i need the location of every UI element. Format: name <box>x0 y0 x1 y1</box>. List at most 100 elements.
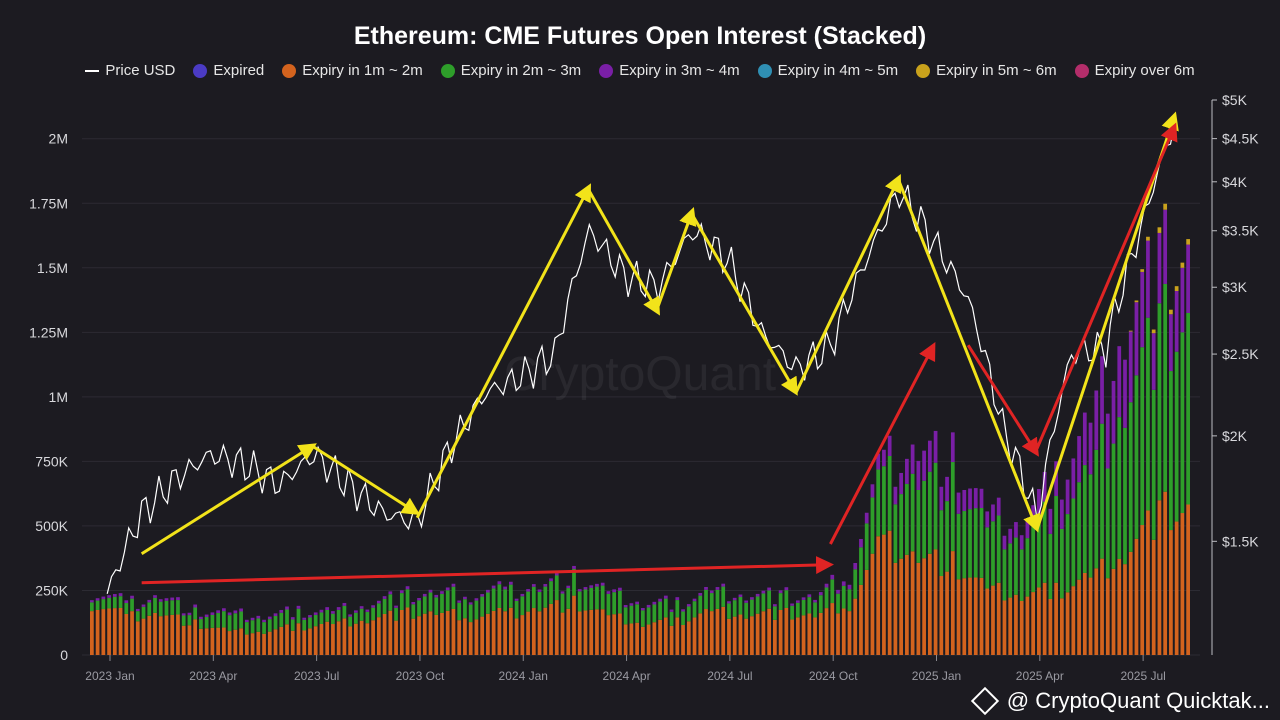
bar-segment <box>1186 244 1190 313</box>
bar-segment <box>112 594 117 597</box>
bar-segment <box>732 597 737 601</box>
bar-segment <box>595 586 599 610</box>
bar-segment <box>1014 537 1018 595</box>
bar-segment <box>388 594 393 611</box>
annotation-arrow-4 <box>656 206 697 307</box>
bar-segment <box>543 607 548 655</box>
bar-segment <box>1134 375 1139 539</box>
bar-segment <box>394 607 398 621</box>
bar-segment <box>778 609 783 655</box>
bar-segment <box>290 617 295 620</box>
legend-item-expired[interactable]: Expired <box>193 62 264 79</box>
bar-segment <box>354 610 358 613</box>
bar-segment <box>422 596 427 614</box>
bar-segment <box>222 608 226 612</box>
bar-segment <box>1008 528 1013 544</box>
bar-segment <box>480 596 485 617</box>
bar-segment <box>342 605 347 619</box>
bar-segment <box>520 596 525 616</box>
bar-segment <box>95 598 100 601</box>
bar-segment <box>187 615 192 626</box>
bar-segment <box>572 565 576 569</box>
bar-segment <box>445 610 450 655</box>
bar-segment <box>927 440 932 472</box>
bar-segment <box>1163 283 1168 492</box>
bar-segment <box>732 600 737 617</box>
legend-item-over-6m[interactable]: Expiry over 6m <box>1074 62 1195 79</box>
bar-segment <box>560 593 565 613</box>
bar-segment <box>141 604 146 607</box>
bar-segment <box>227 615 232 632</box>
bar-segment <box>910 444 915 474</box>
bar-segment <box>147 599 152 603</box>
bar-segment <box>405 607 410 655</box>
bar-segment <box>859 538 863 548</box>
bar-segment <box>319 623 324 655</box>
bar-segment <box>600 609 605 655</box>
bar-segment <box>818 595 823 613</box>
bar-segment <box>302 630 307 655</box>
y-left-tick-label: 1.25M <box>29 324 68 340</box>
bar-segment <box>405 586 410 590</box>
bar-segment <box>968 577 972 655</box>
bar-segment <box>1180 262 1185 268</box>
bar-segment <box>600 585 605 610</box>
bar-segment <box>681 611 685 626</box>
bar-segment <box>267 619 272 632</box>
legend-item-1m-2m[interactable]: Expiry in 1m ~ 2m <box>282 62 423 79</box>
bar-segment <box>1117 346 1122 418</box>
bar-segment <box>239 608 243 612</box>
bar-segment <box>135 621 140 655</box>
bar-segment <box>566 608 571 655</box>
bar-segment <box>847 584 852 590</box>
bar-segment <box>1180 267 1185 333</box>
bar-segment <box>939 510 944 577</box>
bar-segment <box>962 511 967 579</box>
bar-segment <box>273 616 278 630</box>
bar-segment <box>1146 510 1150 655</box>
bar-segment <box>503 589 507 612</box>
bar-segment <box>778 590 783 594</box>
bar-segment <box>445 587 450 591</box>
bar-segment <box>945 476 949 502</box>
bar-segment <box>979 508 984 578</box>
bar-segment <box>141 606 146 619</box>
bar-segment <box>841 585 846 609</box>
footer-text: @ CryptoQuant Quicktak... <box>1006 688 1270 713</box>
bar-segment <box>790 603 794 606</box>
bar-segment <box>428 611 433 655</box>
x-tick-label: 2024 Oct <box>809 669 858 683</box>
bar-segment <box>922 450 926 481</box>
bar-segment <box>744 618 749 655</box>
legend-swatch-4m-5m <box>757 63 772 78</box>
bar-segment <box>135 608 140 612</box>
bar-segment <box>262 622 266 634</box>
bar-segment <box>181 615 186 626</box>
bar-segment <box>508 581 513 585</box>
legend-item-3m-4m[interactable]: Expiry in 3m ~ 4m <box>599 62 740 79</box>
bar-segment <box>497 584 502 608</box>
bar-segment <box>486 592 490 614</box>
legend-item-price[interactable]: Price USD <box>85 62 175 79</box>
footer-brand: @ CryptoQuant Quicktak... <box>970 686 1270 716</box>
bar-segment <box>709 611 714 655</box>
bar-segment <box>1169 530 1173 655</box>
bar-segment <box>331 611 335 614</box>
legend-item-5m-6m[interactable]: Expiry in 5m ~ 6m <box>916 62 1057 79</box>
bar-segment <box>210 612 215 615</box>
bar-segment <box>572 595 576 655</box>
legend-item-4m-5m[interactable]: Expiry in 4m ~ 5m <box>757 62 898 79</box>
bar-segment <box>1037 587 1041 655</box>
bar-segment <box>916 490 921 563</box>
bar-segment <box>302 619 307 631</box>
bar-segment <box>589 585 594 588</box>
bar-segment <box>399 593 404 610</box>
bar-segment <box>1140 269 1145 272</box>
bar-segment <box>721 586 726 607</box>
bar-segment <box>1105 413 1110 469</box>
bar-segment <box>256 615 261 619</box>
legend-item-2m-3m[interactable]: Expiry in 2m ~ 3m <box>440 62 581 79</box>
bar-segment <box>681 609 685 612</box>
bar-segment <box>273 613 278 616</box>
